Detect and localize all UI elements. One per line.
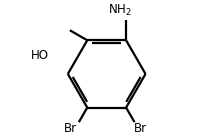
Text: Br: Br <box>64 122 77 135</box>
Text: NH$_2$: NH$_2$ <box>108 2 132 18</box>
Text: HO: HO <box>31 49 49 62</box>
Text: Br: Br <box>133 122 146 135</box>
